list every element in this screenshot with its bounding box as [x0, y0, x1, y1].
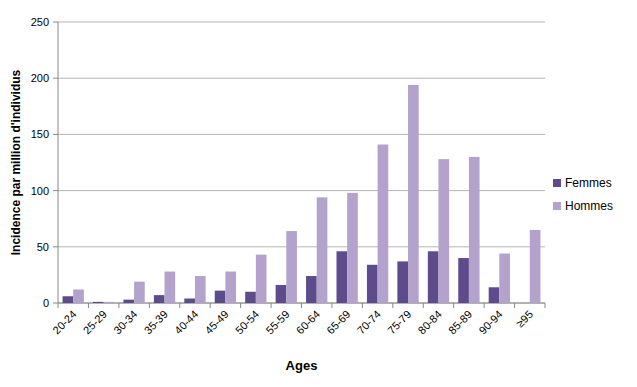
chart-svg: 0 50 100 150 200 250 20-2425-2930-3435-3940-44…	[0, 0, 637, 387]
x-tick-label: 45-49	[202, 308, 230, 336]
x-tick	[58, 303, 59, 308]
bar	[367, 265, 378, 303]
bar	[428, 251, 439, 303]
y-tick-label: 0	[43, 297, 49, 309]
bar	[245, 292, 256, 303]
bar	[154, 295, 165, 303]
grid-line	[58, 134, 545, 135]
y-tick	[53, 134, 58, 135]
bar	[165, 272, 176, 303]
x-tick	[118, 303, 119, 308]
x-axis-label: Ages	[286, 358, 318, 373]
bar	[306, 276, 317, 303]
x-tick-label: 20-24	[50, 308, 78, 336]
x-tick	[484, 303, 485, 308]
y-tick	[53, 78, 58, 79]
bar	[73, 290, 84, 303]
y-tick-label: 100	[31, 185, 49, 197]
bar	[63, 296, 74, 303]
y-tick-label: 150	[31, 128, 49, 140]
bar	[93, 302, 104, 303]
y-tick	[53, 303, 58, 304]
bar	[438, 159, 449, 303]
grid	[53, 22, 545, 303]
y-tick-label: 250	[31, 16, 49, 28]
bar	[530, 230, 541, 303]
bar	[134, 282, 145, 303]
x-tick-label: 25-29	[81, 308, 109, 336]
bar	[276, 285, 287, 303]
x-tick	[88, 303, 89, 308]
grid-line	[58, 78, 545, 79]
x-tick-label: 30-34	[111, 308, 139, 336]
x-tick	[453, 303, 454, 308]
x-tick	[149, 303, 150, 308]
x-tick-label: 85-89	[446, 308, 474, 336]
background	[0, 0, 637, 387]
legend-swatch	[553, 179, 561, 187]
bar	[215, 291, 226, 303]
bar	[317, 197, 328, 303]
x-tick	[545, 303, 546, 308]
x-tick-label: 90-94	[476, 308, 504, 336]
x-tick-label: 80-84	[415, 308, 443, 336]
bar	[397, 261, 408, 303]
x-tick	[179, 303, 180, 308]
bar	[286, 231, 297, 303]
bar	[469, 157, 480, 303]
x-tick-label: 55-59	[263, 308, 291, 336]
bar	[225, 272, 236, 303]
bar	[195, 276, 206, 303]
bar	[256, 255, 267, 303]
x-tick	[240, 303, 241, 308]
x-tick-label: 75-79	[385, 308, 413, 336]
x-tick	[423, 303, 424, 308]
x-tick-label: 50-54	[233, 308, 261, 336]
x-tick	[392, 303, 393, 308]
x-tick-label: 60-64	[294, 308, 322, 336]
x-tick	[301, 303, 302, 308]
bar	[408, 85, 419, 303]
legend-label: Hommes	[565, 199, 613, 213]
x-tick-label: ≥95	[514, 308, 535, 329]
legend-swatch	[553, 202, 561, 210]
bar	[347, 193, 358, 303]
x-tick-label: 40-44	[172, 308, 200, 336]
bar	[489, 287, 500, 303]
legend-label: Femmes	[565, 176, 612, 190]
bar	[184, 299, 195, 303]
legend: Femmes Hommes	[553, 176, 613, 213]
chart-container: 0 50 100 150 200 250 20-2425-2930-3435-3940-44…	[0, 0, 637, 387]
x-tick	[210, 303, 211, 308]
x-tick-label: 35-39	[142, 308, 170, 336]
y-axis-label: Incidence par million d'individus	[9, 69, 23, 255]
x-tick	[362, 303, 363, 308]
bars	[63, 85, 541, 303]
grid-line	[58, 22, 545, 23]
y-tick	[53, 190, 58, 191]
bar	[104, 302, 115, 303]
x-tick-label: 70-74	[355, 308, 383, 336]
x-tick	[514, 303, 515, 308]
x-tick-label: 65-69	[324, 308, 352, 336]
bar	[499, 254, 510, 303]
bar	[123, 300, 134, 303]
bar	[337, 251, 348, 303]
bar	[519, 303, 530, 304]
y-tick-label: 200	[31, 72, 49, 84]
y-tick	[53, 22, 58, 23]
x-tick	[271, 303, 272, 308]
y-tick	[53, 246, 58, 247]
y-axis	[58, 22, 59, 303]
y-tick-label: 50	[37, 241, 49, 253]
x-tick	[331, 303, 332, 308]
bar	[458, 258, 469, 303]
bar	[378, 145, 389, 303]
